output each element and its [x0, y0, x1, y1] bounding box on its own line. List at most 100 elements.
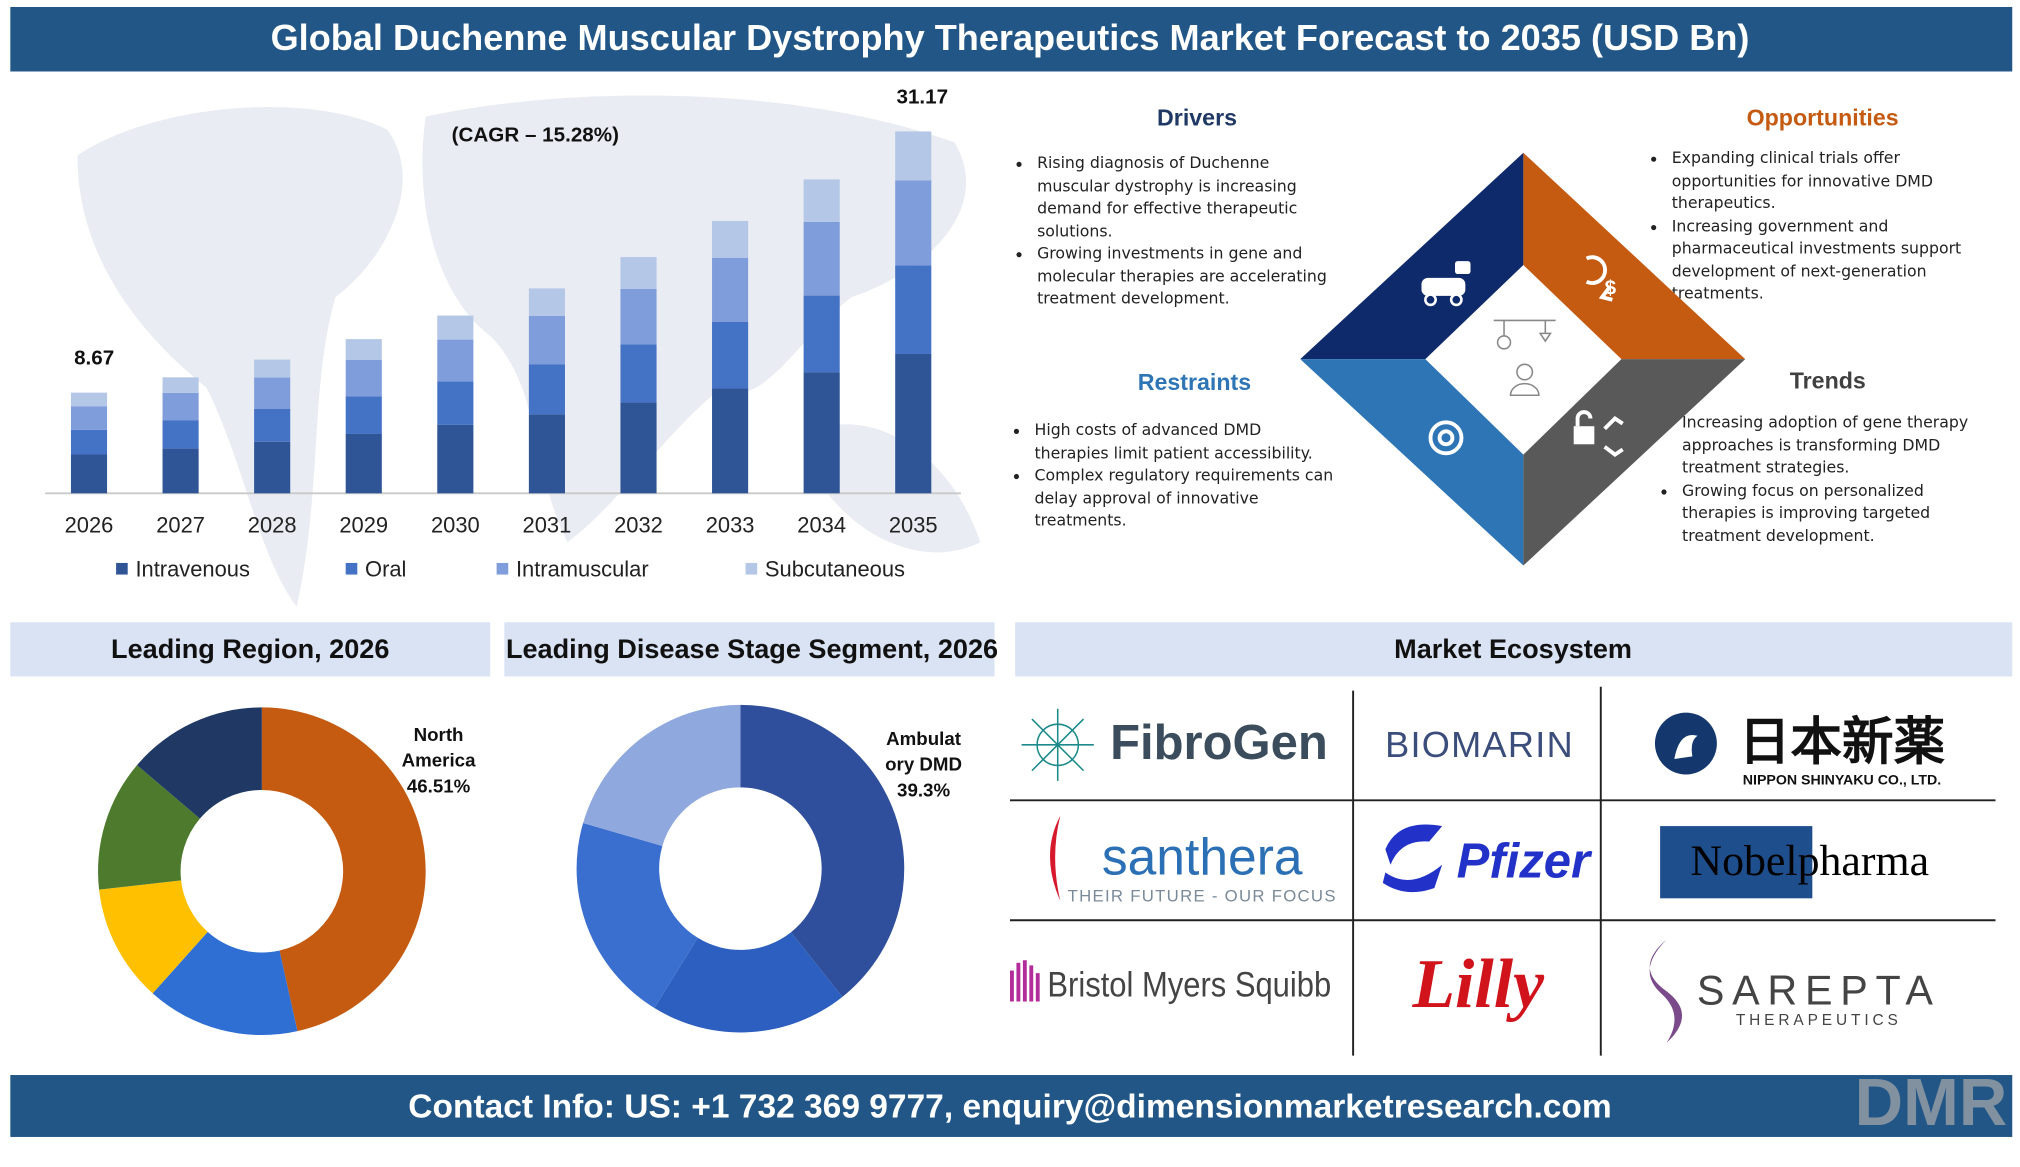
legend-label: Intramuscular — [516, 556, 649, 581]
donut-slice — [583, 704, 741, 846]
bar-segment — [803, 221, 840, 296]
bar-segment — [162, 377, 199, 393]
bar-segment — [803, 372, 840, 494]
header-bar — [10, 6, 2013, 72]
quadrant — [1523, 359, 1746, 566]
trends-text: Increasing adoption of gene therapy appr… — [1651, 412, 1999, 554]
x-tick-label: 2032 — [614, 513, 663, 538]
slice-label: North America 46.51% — [400, 723, 477, 800]
bar-segment — [712, 220, 749, 258]
bar-segment — [162, 448, 199, 494]
total-label: 8.67 — [74, 347, 114, 370]
driver-item: Rising diagnosis of Duchenne muscular dy… — [1035, 153, 1329, 243]
bar-segment — [620, 402, 657, 494]
logos: FibroGen BIOMARIN 日本新薬 NIPPON SHINYAKU C… — [1010, 708, 1946, 1043]
restraints-title: Restraints — [1138, 369, 1251, 395]
opportunity-item: Increasing government and pharmaceutical… — [1669, 215, 2002, 305]
opportunities-text: Expanding clinical trials offer opportun… — [1641, 148, 2002, 316]
bar-segment — [712, 388, 749, 494]
panel-title: Leading Region, 2026 — [111, 633, 389, 664]
donut-slice — [98, 765, 200, 890]
bar-segment — [254, 359, 291, 378]
bar-segment — [895, 180, 932, 266]
slice-value: 46.51% — [406, 777, 471, 798]
x-tick-label: 2031 — [523, 513, 572, 538]
x-tick-label: 2028 — [248, 513, 297, 538]
bar-segment — [254, 441, 291, 494]
x-tick-label: 2033 — [706, 513, 755, 538]
bar-segment — [70, 392, 108, 407]
slice-label-text: North America 46.51% — [400, 723, 477, 800]
logo: DMR — [1855, 1065, 2008, 1140]
bar-segment — [895, 131, 932, 181]
svg-text:$: $ — [1605, 277, 1617, 300]
panel-title: Leading Disease Stage Segment, 2026 — [506, 633, 998, 664]
bar-segment — [620, 344, 657, 403]
panel-title: Market Ecosystem — [1394, 633, 1632, 664]
bar-segment — [528, 364, 565, 415]
donut-slice — [137, 707, 262, 819]
company-logo: Bristol Myers Squibb — [1047, 966, 1331, 1005]
bar-segment — [895, 353, 932, 494]
bar-segment — [345, 396, 382, 434]
drivers-title: Drivers — [1157, 104, 1237, 130]
donut-slice — [261, 707, 426, 1032]
bar-segment — [437, 339, 474, 382]
bar-segment — [712, 321, 749, 389]
company-logo: Nobelpharma — [1690, 837, 1929, 885]
bar-segment — [437, 315, 474, 340]
bar-segment — [620, 257, 657, 289]
legend-marker — [345, 562, 358, 575]
grid-lines — [1010, 686, 1996, 1056]
legend-marker — [745, 562, 758, 575]
bms-mark — [1010, 960, 1040, 1002]
legend-label: Oral — [365, 556, 406, 581]
bar-segment — [895, 265, 932, 354]
trend-item: Increasing adoption of gene therapy appr… — [1679, 412, 1999, 480]
donut-slice — [99, 880, 208, 994]
bar-segment — [70, 429, 108, 455]
legend-marker — [116, 562, 128, 575]
restraint-item: Complex regulatory requirements can dela… — [1032, 465, 1339, 533]
bar-segment — [345, 360, 382, 397]
bar-segment — [345, 339, 382, 361]
legend-label: Intravenous — [135, 556, 250, 581]
bar-segment — [803, 179, 840, 222]
contact: Contact Info: US: +1 732 369 9777, enqui… — [408, 1088, 1611, 1125]
x-tick-label: 2034 — [797, 513, 846, 538]
company-logo: santhera — [1102, 828, 1303, 886]
company-logo: Lilly — [1411, 946, 1545, 1023]
x-tick-label: 2026 — [65, 513, 114, 538]
legend-marker — [496, 562, 509, 575]
company-subtitle: NIPPON SHINYAKU CO., LTD. — [1743, 773, 1941, 789]
bar-segment — [254, 377, 291, 410]
company-logo: FibroGen — [1110, 716, 1328, 770]
bar-segment — [70, 406, 108, 430]
donut-slice — [152, 931, 298, 1036]
slice-category: Ambulatory DMD — [885, 729, 963, 776]
bar-segment — [620, 288, 657, 345]
x-tick-label: 2027 — [156, 513, 205, 538]
bar-segment — [528, 316, 565, 365]
x-tick-label: 2035 — [889, 513, 938, 538]
total-label: 31.17 — [896, 85, 948, 108]
bar-segment — [712, 257, 749, 322]
company-subtitle: THERAPEUTICS — [1736, 1012, 1902, 1029]
bar-segment — [70, 454, 108, 494]
x-tick-label: 2029 — [339, 513, 388, 538]
title: Global Duchenne Muscular Dystrophy Thera… — [271, 17, 1750, 58]
nippon-mark — [1674, 734, 1698, 760]
bar-segment — [437, 381, 474, 425]
slice-label-text: Ambulatory DMD 39.3% — [882, 727, 965, 804]
trend-item: Growing focus on personalized therapies … — [1679, 480, 1999, 548]
slice-category: North America — [401, 725, 476, 772]
pfizer-mark — [1382, 824, 1443, 893]
sarepta-mark — [1649, 939, 1683, 1043]
company-logo: 日本新薬 — [1739, 713, 1946, 771]
donut-slice — [740, 704, 905, 997]
icon: $ — [1428, 255, 1624, 457]
driver-item: Growing investments in gene and molecula… — [1035, 243, 1329, 311]
panel-header — [10, 622, 491, 677]
fibrogen-mark — [1021, 708, 1094, 781]
